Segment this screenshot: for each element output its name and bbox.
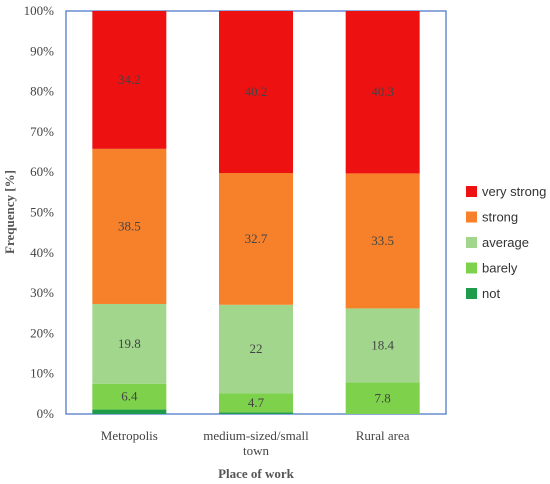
y-tick-label: 60% xyxy=(30,164,54,179)
x-tick-label: Rural area xyxy=(356,428,410,443)
legend-label: strong xyxy=(482,210,518,225)
legend-swatch xyxy=(466,186,477,197)
legend-swatch xyxy=(466,211,477,223)
y-tick-label: 30% xyxy=(30,285,54,300)
bar-segment xyxy=(345,173,420,309)
data-label: 40.3 xyxy=(371,84,394,99)
y-tick-label: 70% xyxy=(30,124,54,139)
y-tick-label: 0% xyxy=(37,406,55,421)
bar-segment xyxy=(345,308,420,383)
y-axis-title: Frequency [%] xyxy=(2,170,17,254)
data-label: 34.2 xyxy=(118,72,141,87)
bar-segment xyxy=(92,148,167,304)
data-label: 7.8 xyxy=(375,390,391,405)
legend-swatch xyxy=(466,288,477,299)
y-tick-label: 100% xyxy=(24,3,55,18)
y-tick-label: 50% xyxy=(30,205,54,220)
legend-label: very strong xyxy=(482,184,546,199)
data-label: 40.2 xyxy=(245,84,268,99)
bar-segment xyxy=(345,11,420,174)
legend-swatch xyxy=(466,237,477,248)
bar-segment xyxy=(219,304,293,394)
x-tick-label: town xyxy=(243,443,270,458)
data-label: 4.7 xyxy=(248,395,265,410)
legend-label: barely xyxy=(482,261,518,276)
bar-segment xyxy=(345,382,420,414)
x-tick-label: medium-sized/small xyxy=(203,428,309,443)
data-label: 22 xyxy=(250,341,263,356)
y-tick-label: 90% xyxy=(30,43,54,58)
y-tick-label: 10% xyxy=(30,366,54,381)
legend-label: not xyxy=(482,286,500,301)
y-tick-label: 80% xyxy=(30,84,54,99)
legend-label: average xyxy=(482,235,529,250)
y-tick-label: 40% xyxy=(30,245,54,260)
data-label: 38.5 xyxy=(118,218,141,233)
data-label: 18.4 xyxy=(371,337,394,352)
data-label: 33.5 xyxy=(371,233,394,248)
legend-swatch xyxy=(466,262,477,274)
bar-segment xyxy=(92,383,167,410)
x-tick-label: Metropolis xyxy=(101,428,158,443)
bar-segment xyxy=(219,173,293,305)
bar-segment xyxy=(92,409,167,414)
bar-segment xyxy=(219,11,293,174)
x-axis-title: Place of work xyxy=(218,466,295,481)
y-tick-label: 20% xyxy=(30,325,54,340)
bar-segment xyxy=(219,412,293,414)
data-label: 19.8 xyxy=(118,336,141,351)
bar-segment xyxy=(92,11,167,149)
data-label: 32.7 xyxy=(245,231,268,246)
bar-segment xyxy=(219,393,293,413)
bar-segment xyxy=(92,303,167,384)
data-label: 6.4 xyxy=(121,389,138,404)
